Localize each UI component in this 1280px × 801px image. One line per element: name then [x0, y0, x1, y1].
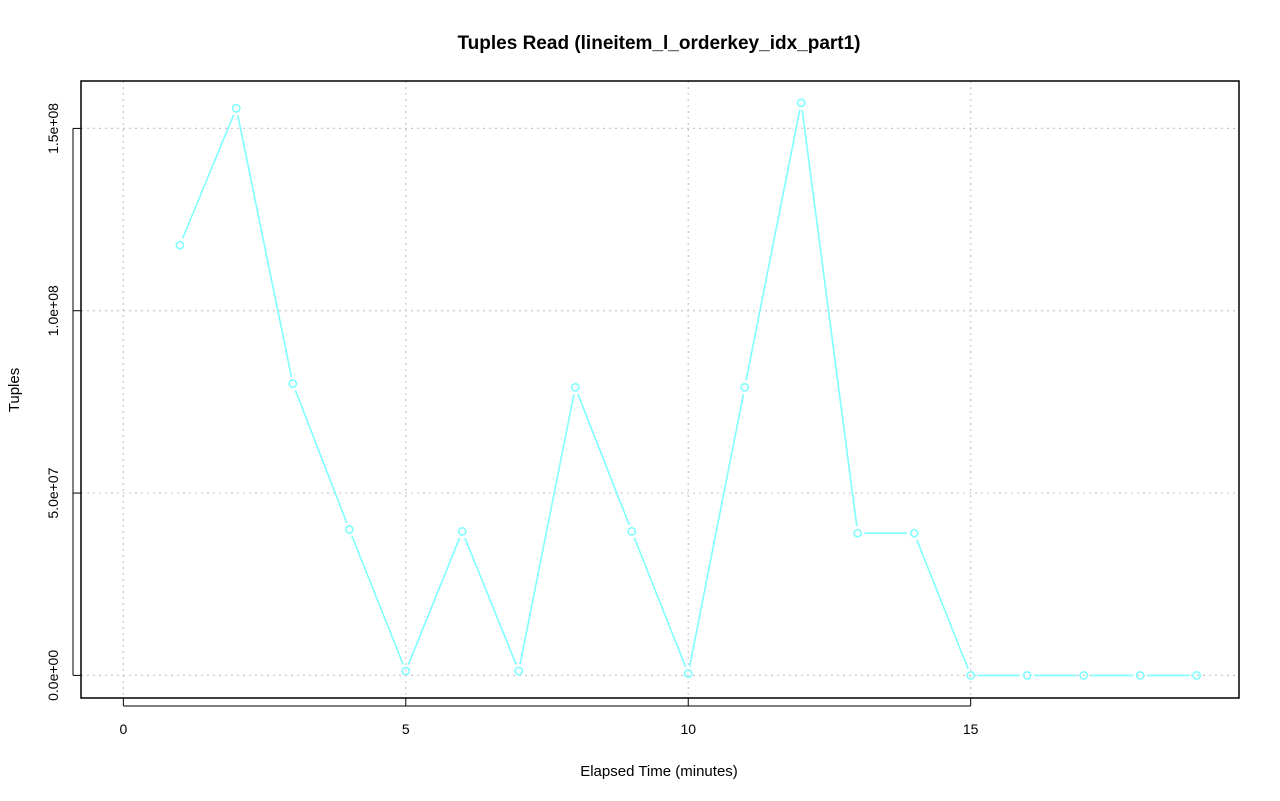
x-tick-label: 5: [402, 721, 410, 737]
series-layer: [175, 98, 1202, 680]
y-tick-label: 0.0e+00: [45, 650, 61, 701]
chart-title: Tuples Read (lineitem_l_orderkey_idx_par…: [457, 33, 860, 54]
data-point: [740, 382, 750, 392]
grid-lines: [81, 81, 1239, 698]
data-point: [627, 526, 637, 536]
y-axis-label: Tuples: [6, 368, 23, 412]
x-tick-label: 10: [680, 721, 696, 737]
y-axis: 0.0e+00 5.0e+07 1.0e+08 1.5e+08: [45, 103, 81, 701]
series-segment: [464, 537, 517, 665]
data-point: [457, 526, 467, 536]
data-point: [909, 528, 919, 538]
data-point: [1079, 670, 1089, 680]
data-point: [288, 379, 298, 389]
series-segment: [745, 109, 801, 381]
series-segment: [633, 537, 687, 668]
series-segment: [801, 109, 858, 527]
data-point: [1192, 670, 1202, 680]
data-point: [401, 666, 411, 676]
data-point: [1022, 670, 1032, 680]
y-tick-label: 1.5e+08: [45, 103, 61, 154]
data-point: [853, 528, 863, 538]
data-point: [514, 666, 524, 676]
plot-frame: [80, 80, 1240, 699]
data-point: [1135, 670, 1145, 680]
x-axis: 0 5 10 15: [119, 698, 979, 737]
x-tick-label: 0: [119, 721, 127, 737]
series-segment: [236, 115, 293, 377]
data-point: [683, 669, 693, 678]
series-segment: [351, 535, 404, 665]
x-tick-label: 15: [963, 721, 979, 737]
data-point: [344, 525, 354, 534]
series-segment: [181, 114, 235, 239]
data-point: [570, 382, 580, 392]
data-point: [231, 103, 241, 113]
data-point: [966, 670, 976, 680]
series-segment: [407, 537, 461, 665]
series-segment: [294, 389, 348, 524]
x-axis-label: Elapsed Time (minutes): [580, 763, 738, 780]
y-tick-label: 5.0e+07: [45, 467, 61, 518]
data-point: [175, 240, 185, 250]
series-segment: [688, 394, 745, 667]
data-point: [796, 98, 806, 108]
series-segment: [916, 539, 969, 670]
y-tick-label: 1.0e+08: [45, 285, 61, 336]
series-segment: [519, 394, 575, 665]
series-segment: [577, 393, 630, 526]
series-line: [175, 98, 1202, 680]
